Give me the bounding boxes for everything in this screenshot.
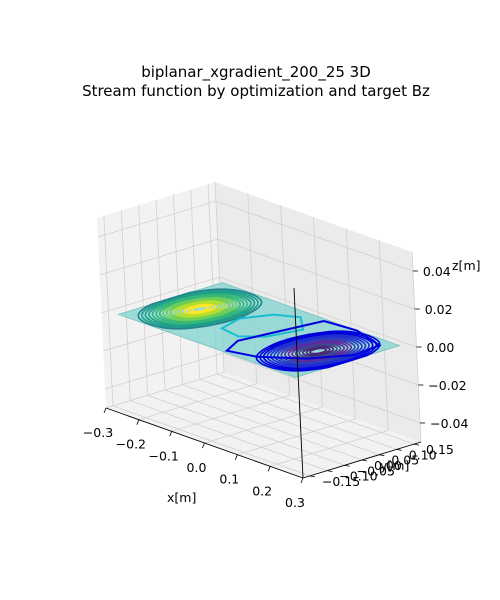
y-tick-mark	[379, 454, 385, 457]
grid-line-y	[207, 184, 415, 445]
x-tick-label: −0.2	[116, 437, 146, 452]
contour-line	[176, 300, 224, 318]
z-tick-label: −0.02	[428, 378, 466, 393]
y-tick-label: 0.15	[426, 442, 454, 457]
grid-line-z	[99, 238, 415, 310]
contour-line	[180, 302, 220, 316]
x-tick-label: 0.0	[187, 460, 207, 475]
y-tick-label: 0.00	[374, 458, 402, 473]
contour-line	[158, 295, 242, 323]
contour-line	[273, 336, 363, 366]
contour-line	[169, 298, 231, 320]
z-tick-label: 0.00	[427, 340, 455, 355]
contour-line	[187, 304, 213, 314]
x-tick-mark	[169, 431, 173, 437]
grid-line-y	[190, 189, 397, 450]
contour-line	[137, 288, 263, 330]
grid-line-x	[204, 216, 323, 444]
grid-line-x	[270, 240, 389, 467]
x-tick-label: −0.1	[148, 448, 178, 463]
z-axis-line	[293, 287, 304, 479]
grid-line-y	[138, 205, 345, 466]
x-tick-mark	[136, 419, 140, 425]
x-tick-mark	[234, 454, 238, 460]
grid-line-y	[173, 194, 380, 456]
y-tick-label: −0.15	[322, 474, 360, 489]
y-tick-mark	[344, 464, 350, 467]
x-tick-label: 0.2	[252, 483, 272, 498]
grid-line-z	[97, 200, 414, 272]
y-tick-mark	[396, 449, 402, 451]
x-tick-mark	[103, 407, 107, 414]
y-tick-mark	[361, 459, 368, 462]
target-bz-contours	[137, 288, 382, 372]
contour-line	[165, 297, 234, 321]
contour-line	[183, 303, 217, 315]
x-tick-label: 0.3	[285, 495, 305, 510]
y-tick-mark	[413, 443, 420, 446]
axes-grid	[97, 181, 422, 479]
x-axis-label: x[m]	[167, 490, 196, 505]
grid-line-x	[105, 181, 225, 409]
x-tick-label: 0.1	[219, 472, 239, 487]
contour-line	[148, 291, 252, 327]
contour-line	[162, 296, 238, 322]
contour-line	[259, 331, 378, 371]
contour-line	[190, 305, 209, 313]
contour-line	[255, 330, 381, 372]
x-tick-label: −0.3	[83, 425, 113, 440]
chart-title-line2: Stream function by optimization and targ…	[82, 82, 430, 100]
z-tick-label: −0.04	[430, 416, 468, 431]
grid-line-x	[237, 228, 356, 456]
grid-line-z	[104, 352, 421, 424]
contour-line	[173, 299, 227, 319]
grid-line-y	[120, 210, 328, 471]
tick-labels: −0.3−0.2−0.10.00.10.20.3−0.15−0.10−0.050…	[83, 264, 469, 510]
contour-line	[284, 339, 353, 363]
y-tick-label: −0.05	[357, 463, 395, 478]
contour-line	[151, 292, 249, 326]
contour-line	[308, 347, 328, 355]
x-tick-mark	[267, 466, 271, 472]
contour-line	[144, 290, 256, 328]
contour-line	[155, 294, 245, 324]
contour-line	[298, 344, 338, 358]
contour-line	[280, 338, 356, 364]
contour-line	[287, 340, 349, 362]
contour-line	[305, 346, 331, 356]
grid-line-z	[101, 276, 417, 348]
y-tick-mark	[309, 475, 316, 478]
grid-line-y	[155, 199, 363, 461]
contour-line	[266, 333, 370, 369]
y-tick-label: 0.05	[391, 453, 419, 468]
grid-line-y	[103, 215, 311, 477]
z-axis-label: z[m]	[452, 258, 481, 273]
z-tick-label: 0.04	[423, 264, 451, 279]
x-tick-mark	[202, 442, 205, 449]
y-tick-label: 0.10	[409, 447, 437, 462]
target-bz-contour-blue	[224, 320, 382, 360]
grid-line-x	[138, 193, 258, 421]
y-tick-mark	[327, 470, 333, 472]
z-tick-label: 0.02	[425, 302, 453, 317]
contour-line	[276, 337, 360, 365]
chart-title-line1: biplanar_xgradient_200_25 3D	[141, 63, 371, 82]
contour-line	[301, 345, 335, 357]
contour-line	[269, 334, 367, 368]
contour-line	[262, 332, 374, 370]
x-tick-mark	[300, 477, 304, 484]
grid-line-x	[171, 205, 291, 432]
y-tick-label: −0.10	[339, 469, 377, 484]
y-axis-label: y[m]	[380, 458, 409, 473]
